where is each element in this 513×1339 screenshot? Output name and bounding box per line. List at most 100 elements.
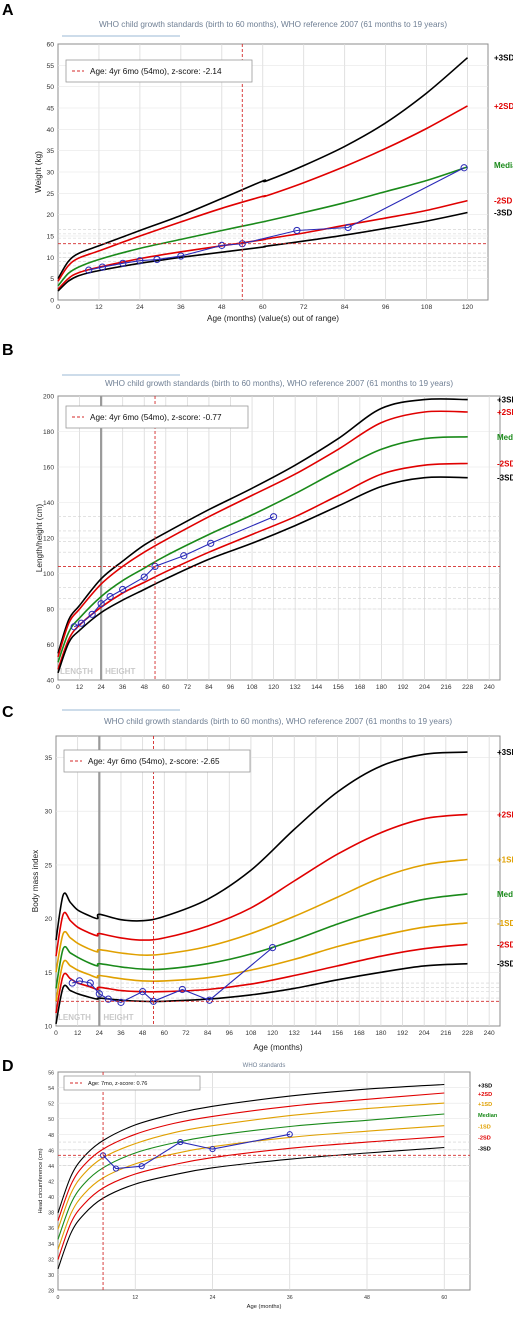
y-tick-label: 20 <box>45 916 53 923</box>
x-tick-label: 12 <box>76 684 84 691</box>
curve-minus3sd <box>57 1146 445 1270</box>
patient-data-point <box>207 539 215 547</box>
x-tick-label: 168 <box>354 1030 365 1037</box>
y-tick-label: 42 <box>48 1180 54 1186</box>
patient-data-point <box>218 241 226 249</box>
y-tick-label: 50 <box>46 84 54 91</box>
curve-minus1sd <box>55 922 468 1002</box>
patient-measurement-line <box>102 1133 290 1170</box>
y-tick-label: 40 <box>47 678 55 685</box>
curve-label: -2SD <box>497 459 513 468</box>
curve-label: -1SD <box>478 1125 491 1131</box>
y-tick-label: 15 <box>45 970 53 977</box>
patient-data-point <box>112 1165 120 1172</box>
x-tick-label: 144 <box>311 684 322 691</box>
y-tick-label: 52 <box>48 1102 54 1108</box>
patient-data-point <box>104 995 112 1003</box>
y-tick-label: 30 <box>45 809 53 816</box>
chart-title-a: WHO child growth standards (birth to 60 … <box>99 20 447 29</box>
x-tick-label: 216 <box>441 684 452 691</box>
y-tick-label: 10 <box>46 255 54 262</box>
legend-box <box>63 749 251 773</box>
curve-label: +3SD <box>497 748 513 757</box>
y-tick-label: 25 <box>45 862 53 869</box>
x-tick-label: 24 <box>136 304 144 311</box>
patient-data-point <box>139 988 147 996</box>
x-tick-label: 60 <box>441 1295 447 1301</box>
y-tick-label: 32 <box>48 1257 54 1263</box>
curve-plus3sd <box>57 398 468 654</box>
patient-data-point <box>98 263 106 271</box>
x-tick-label: 168 <box>354 684 365 691</box>
panel-letter-a: A <box>2 2 14 19</box>
x-tick-label: 24 <box>96 1030 104 1037</box>
y-tick-label: 28 <box>48 1289 54 1295</box>
x-axis-label: Age (months) <box>253 1043 302 1052</box>
curve-minus3sd <box>57 211 468 292</box>
x-tick-label: 144 <box>310 1030 321 1037</box>
patient-data-point <box>106 592 114 601</box>
patient-data-point <box>460 164 468 172</box>
x-tick-label: 120 <box>267 1030 278 1037</box>
x-tick-label: 108 <box>247 684 258 691</box>
chart-title-c: WHO child growth standards (birth to 60 … <box>104 717 452 726</box>
y-axis-label: Head circumference (cm) <box>38 1148 44 1213</box>
patient-data-point <box>95 990 103 998</box>
curve-label: +2SD <box>478 1092 492 1098</box>
panel-b: B WHO child growth standards (birth to 6… <box>0 336 513 692</box>
patient-data-point <box>177 252 185 260</box>
legend-box <box>63 1075 201 1091</box>
curve-plus3sd <box>57 1083 445 1214</box>
curve-median <box>57 1113 445 1240</box>
chart-b: WHO child growth standards (birth to 60 … <box>35 374 513 691</box>
curve-plus1sd <box>57 1102 445 1230</box>
curve-label: +3SD <box>478 1083 492 1089</box>
curve-label: +1SD <box>497 856 513 865</box>
curve-label: -2SD <box>497 940 513 949</box>
curve-label: Median <box>494 161 513 170</box>
legend-text: Age: 4yr 6mo (54mo), z-score: -0.77 <box>90 413 222 422</box>
curve-label: -1SD <box>497 919 513 928</box>
curve-plus2sd <box>57 1092 445 1221</box>
patient-data-point <box>85 266 93 274</box>
x-tick-label: 228 <box>462 1030 473 1037</box>
x-tick-label: 96 <box>382 304 390 311</box>
curve-label: -3SD <box>497 474 513 483</box>
x-tick-label: 48 <box>364 1295 370 1301</box>
x-axis-label: Age (months) (value(s) out of range) <box>207 314 339 323</box>
y-tick-label: 10 <box>45 1024 53 1031</box>
y-tick-label: 100 <box>43 571 54 578</box>
panel-letter-d: D <box>2 1058 14 1075</box>
x-tick-label: 204 <box>419 1030 430 1037</box>
patient-data-point <box>286 1131 293 1138</box>
curve-median <box>57 166 468 287</box>
curve-label: -2SD <box>494 197 512 206</box>
patient-data-point <box>75 977 84 985</box>
curve-plus1sd <box>55 858 468 973</box>
curve-label: -3SD <box>497 960 513 969</box>
plot-area-c <box>55 735 501 1027</box>
x-tick-label: 240 <box>484 684 495 691</box>
y-axis-label: Length/height (cm) <box>35 504 44 573</box>
x-tick-label: 0 <box>54 1030 58 1037</box>
patient-data-point <box>86 979 94 987</box>
x-tick-label: 48 <box>141 684 149 691</box>
y-tick-label: 34 <box>48 1242 54 1248</box>
curve-plus3sd <box>55 751 468 941</box>
x-tick-label: 96 <box>227 684 235 691</box>
curve-label: Median <box>497 433 513 442</box>
y-tick-label: 35 <box>45 755 53 762</box>
x-axis-label: Age (months) <box>247 1304 282 1310</box>
curve-plus2sd <box>57 410 468 658</box>
patient-data-point <box>153 255 161 264</box>
legend-text: Age: 4yr 6mo (54mo), z-score: -2.65 <box>88 757 220 766</box>
patient-data-point <box>293 226 301 235</box>
curve-label: -3SD <box>478 1147 491 1153</box>
x-tick-label: 60 <box>259 304 267 311</box>
patient-data-point <box>205 996 214 1004</box>
x-tick-label: 72 <box>300 304 308 311</box>
x-tick-label: 120 <box>268 684 279 691</box>
x-tick-label: 0 <box>56 684 60 691</box>
y-tick-label: 30 <box>48 1273 54 1279</box>
y-tick-label: 60 <box>46 42 54 49</box>
